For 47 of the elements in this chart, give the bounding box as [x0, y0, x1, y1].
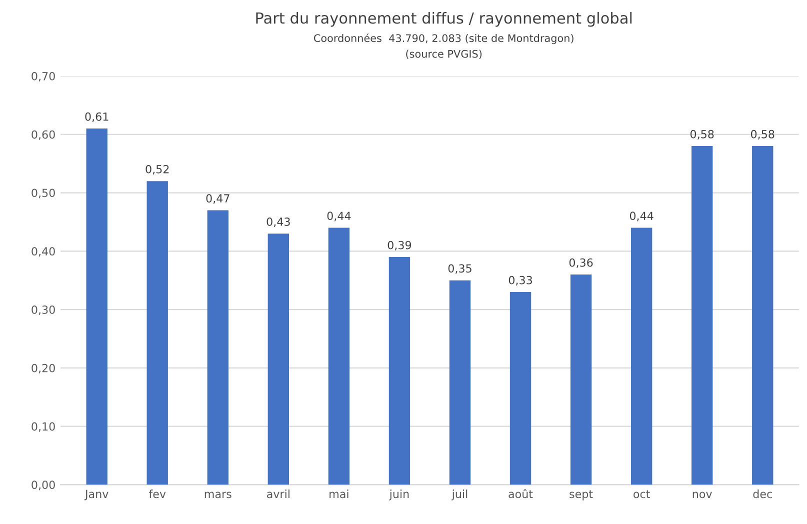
y-tick-label: 0,50 — [32, 188, 55, 198]
bar — [207, 210, 228, 485]
x-tick-label: Janv — [84, 490, 108, 500]
data-label: 0,44 — [630, 212, 654, 222]
bar — [449, 280, 471, 485]
x-tick-label: fev — [148, 490, 166, 498]
bar — [630, 228, 652, 485]
x-tick-label: sept — [570, 490, 593, 500]
bar — [570, 274, 592, 485]
x-tick-label: juil — [452, 490, 468, 500]
data-label: 0,44 — [327, 212, 351, 222]
text: (source PVGIS) — [406, 50, 482, 60]
y-tick-label: 0,70 — [32, 72, 55, 82]
data-label: 0,58 — [750, 130, 774, 140]
data-label: 0,35 — [448, 264, 472, 274]
data-label: 0,43 — [266, 218, 290, 228]
x-tick-label: août — [508, 489, 533, 498]
x-tick-label: nov — [692, 492, 712, 498]
bar — [268, 234, 290, 485]
x-tick-label: dec — [753, 490, 772, 498]
bar — [328, 228, 350, 485]
data-label: 0,39 — [388, 240, 412, 250]
y-tick-label: 0,40 — [32, 247, 55, 257]
x-tick-label: avril — [267, 490, 290, 498]
bar — [388, 256, 410, 485]
x-tick-label: mars — [204, 492, 232, 498]
data-label: 0,52 — [146, 164, 169, 175]
x-tick-label: juin — [389, 490, 409, 500]
x-tick-label: oct — [634, 490, 650, 498]
data-label: 0,33 — [508, 276, 532, 286]
bar — [146, 181, 168, 485]
bar — [692, 146, 713, 485]
x-tick-label: mai — [330, 490, 348, 498]
chart-subtitle: Coordonnées 43.790, 2.083 (site de Montdragon) — [314, 34, 574, 44]
y-tick-label: 0,60 — [32, 130, 55, 140]
y-tick-label: 0,20 — [32, 364, 55, 374]
bar — [86, 128, 108, 485]
data-label: 0,61 — [85, 112, 108, 122]
chart-title: Part du rayonnement diffus / rayonnement global — [256, 12, 632, 27]
y-tick-label: 0,30 — [32, 306, 55, 316]
data-label: 0,58 — [690, 130, 714, 140]
bar — [510, 292, 532, 485]
y-tick-label: 0,10 — [32, 422, 55, 432]
data-label: 0,47 — [206, 194, 230, 204]
y-tick-label: 0,00 — [32, 480, 55, 490]
data-label: 0,36 — [569, 258, 593, 268]
bar — [752, 146, 774, 485]
